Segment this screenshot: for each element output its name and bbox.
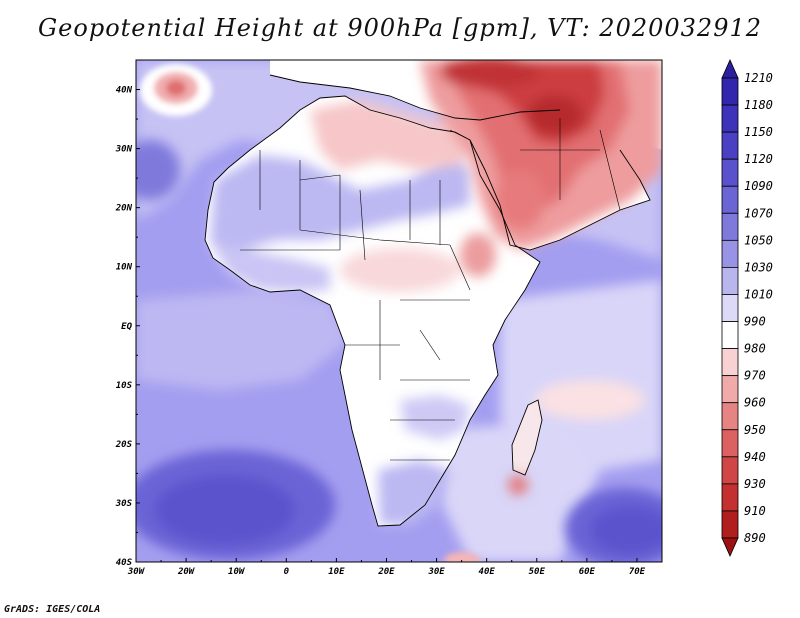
- colorbar-level-label: 1050: [744, 233, 773, 247]
- colorbar-box: [721, 212, 739, 241]
- coastlines: [204, 74, 651, 527]
- colorbar-level-label: 1010: [744, 287, 773, 301]
- colorbar-level-label: 1180: [744, 98, 773, 112]
- indian-ocean-core: [590, 506, 662, 554]
- colorbar-level-label: 1090: [744, 179, 773, 193]
- lat-label: 30S: [115, 499, 133, 509]
- colorbar-level-label: 1150: [744, 125, 773, 139]
- colorbar-level-label: 930: [744, 477, 766, 491]
- colorbar-box: [721, 158, 739, 187]
- colorbar-box: [721, 104, 739, 133]
- colorbar-top-triangle: [721, 59, 739, 79]
- colorbar: 1210 1180 1150 1120 1090 1070 1050 1030 1010 990 9…: [721, 59, 773, 557]
- colorbar-box: [721, 402, 739, 431]
- colorbar-box: [721, 348, 739, 377]
- lat-label: 10S: [116, 381, 133, 391]
- colorbar-level-label: 1120: [744, 152, 773, 166]
- east-africa-blue: [400, 395, 470, 440]
- colorbar-level-label: 1210: [744, 71, 773, 85]
- mediterranean-north-coast: [269, 74, 561, 121]
- colorbar-level-label: 990: [744, 315, 766, 329]
- colorbar-box: [721, 510, 739, 539]
- lat-label: 20S: [115, 440, 133, 450]
- lon-label: 20E: [377, 567, 395, 577]
- colorbar-box: [721, 185, 739, 214]
- colorbar-box: [721, 429, 739, 458]
- mideast-red-deepcore: [527, 95, 583, 135]
- map-frame: [135, 59, 663, 563]
- lon-label: 30W: [127, 567, 146, 577]
- colorbar-box: [721, 239, 739, 268]
- longitude-labels: 30W 20W 10W 0 10E 20E 30E 40E 50E 60E 70E: [127, 567, 646, 577]
- colorbar-level-label: 890: [744, 531, 766, 545]
- colorbar-level-label: 960: [744, 396, 766, 410]
- south-pink-blob: [444, 552, 480, 562]
- turkey-red: [440, 60, 540, 88]
- indian-ocean-pink: [535, 380, 645, 420]
- lon-label: 50E: [529, 567, 546, 577]
- lon-label: 70E: [629, 567, 646, 577]
- colorbar-level-label: 1030: [744, 260, 773, 274]
- lon-label: 10E: [328, 567, 345, 577]
- mideast-inner-red: [495, 170, 545, 230]
- colorbar-box: [721, 321, 739, 349]
- madagascar: [512, 400, 542, 475]
- ethiopia-red: [460, 233, 496, 277]
- north-africa-red: [310, 100, 470, 170]
- colorbar-box: [721, 131, 739, 160]
- country-borders: [240, 118, 621, 461]
- colorbar-box: [721, 483, 739, 512]
- lat-label: 40S: [116, 558, 133, 568]
- colorbar-box: [721, 456, 739, 485]
- lon-label: 10W: [228, 567, 246, 577]
- colorbar-bottom-triangle: [721, 537, 739, 557]
- south-africa-blue: [378, 460, 450, 525]
- colorbar-level-label: 1070: [744, 206, 773, 220]
- colorbar-level-label: 910: [744, 504, 766, 518]
- madagascar-red: [508, 475, 528, 495]
- colorbar-box: [721, 77, 739, 106]
- south-atlantic-core: [155, 475, 295, 545]
- lon-label: 30E: [427, 567, 445, 577]
- colorbar-box: [721, 294, 739, 322]
- sahel-red: [340, 248, 460, 292]
- colorbar-level-label: 980: [744, 342, 766, 356]
- lon-label: 20W: [177, 567, 196, 577]
- lat-label: 40N: [116, 86, 133, 96]
- colorbar-box: [721, 375, 739, 404]
- north-atlantic-blue: [136, 140, 180, 200]
- map-title: Geopotential Height at 900hPa [gpm], VT:…: [38, 14, 762, 42]
- axis-ticks: [135, 89, 663, 563]
- west-africa-blue: [208, 240, 330, 292]
- grads-credit: GrADS: IGES/COLA: [4, 604, 101, 615]
- lat-label: 20N: [115, 204, 133, 214]
- lat-label: 10N: [116, 263, 133, 273]
- azores-low-core: [166, 80, 186, 96]
- lon-label: 40E: [479, 567, 496, 577]
- lon-label: 60E: [579, 567, 596, 577]
- colorbar-level-label: 970: [744, 369, 766, 383]
- lat-label: EQ: [121, 322, 132, 332]
- africa-coastline: [204, 95, 541, 527]
- colorbar-box: [721, 267, 739, 295]
- arabia-coastline: [469, 139, 651, 251]
- colorbar-level-label: 950: [744, 423, 766, 437]
- madagascar-coastline: [511, 399, 543, 476]
- lat-label: 30N: [115, 145, 133, 155]
- lon-label: 0: [284, 567, 290, 577]
- colorbar-level-label: 940: [744, 450, 766, 464]
- latitude-labels: 40N 30N 20N 10N EQ 10S 20S 30S 40S: [115, 86, 133, 568]
- ocean-light-band-equator: [136, 290, 350, 390]
